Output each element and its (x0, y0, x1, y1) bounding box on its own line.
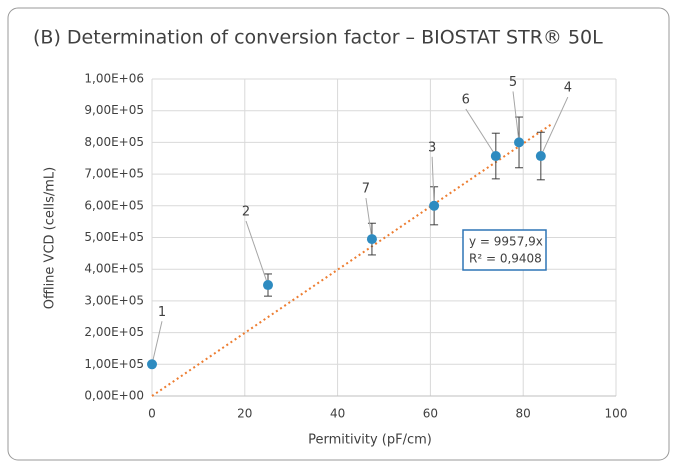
point-label: 6 (462, 93, 470, 108)
equation-box (462, 229, 547, 271)
equation-text: R² = 0,9408 (469, 252, 542, 266)
leader-line (431, 156, 435, 206)
y-tick-label: 9,00E+05 (84, 103, 144, 117)
leader-line (465, 108, 497, 157)
x-tick-label: 0 (148, 407, 156, 421)
leader-line (540, 96, 569, 157)
y-tick-label: 7,00E+05 (84, 167, 144, 181)
chart-title: (B) Determination of conversion factor –… (33, 27, 603, 49)
y-tick-label: 6,00E+05 (84, 198, 144, 212)
leader-line (151, 321, 163, 365)
y-axis-title: Offline VCD (cells/mL) (43, 167, 58, 309)
x-tick-label: 20 (237, 407, 252, 421)
y-tick-label: 4,00E+05 (84, 262, 144, 276)
point-label: 4 (564, 81, 572, 96)
point-label: 7 (362, 182, 370, 197)
trendline (151, 123, 552, 397)
leader-line (512, 91, 520, 143)
point (366, 234, 377, 245)
leader-line (245, 220, 269, 286)
y-tick-label: 1,00E+06 (84, 72, 144, 86)
y-tick-label: 8,00E+05 (84, 135, 144, 149)
x-tick-label: 60 (423, 407, 438, 421)
y-tick-label: 2,00E+05 (84, 325, 144, 339)
y-tick-label: 5,00E+05 (84, 230, 144, 244)
chart-border (7, 7, 670, 461)
point (147, 359, 157, 370)
point-label: 2 (242, 205, 250, 220)
y-tick-label: 1,00E+05 (84, 357, 144, 371)
y-tick-label: 0,00E+00 (84, 389, 144, 403)
x-axis-title: Permitivity (pF/cm) (308, 433, 432, 448)
y-tick-label: 3,00E+05 (84, 293, 144, 307)
point-label: 5 (509, 75, 517, 90)
point-label: 3 (428, 140, 436, 155)
point (263, 280, 273, 291)
x-tick-label: 40 (330, 407, 345, 421)
equation-text: y = 9957,9x (469, 235, 543, 249)
point-label: 1 (158, 305, 166, 320)
point (535, 151, 546, 162)
point (490, 151, 501, 162)
x-tick-label: 80 (516, 407, 531, 421)
point (514, 137, 525, 148)
x-tick-label: 100 (605, 407, 628, 421)
point (429, 200, 440, 211)
leader-line (365, 198, 373, 240)
